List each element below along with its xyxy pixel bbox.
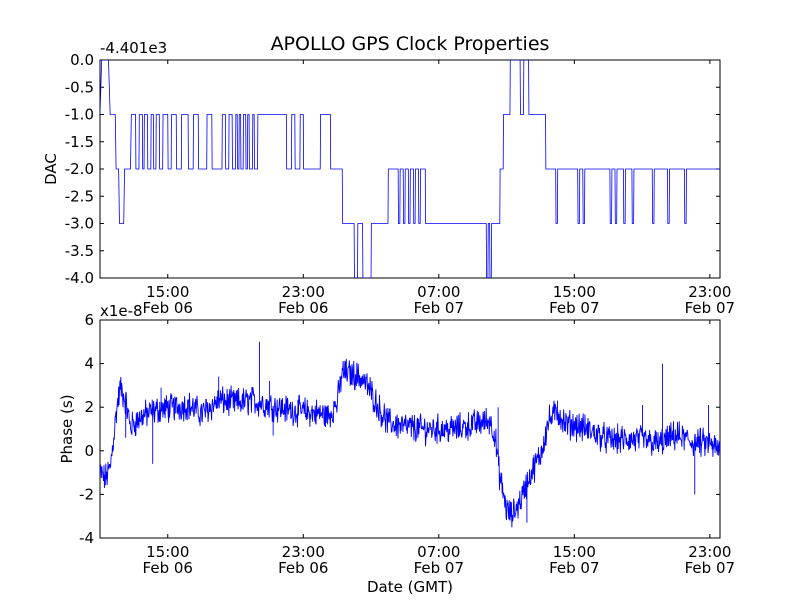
x-tick-date-label: Feb 06 <box>143 299 193 317</box>
y-tick-label: -3.5 <box>65 242 94 260</box>
x-tick-date-label: Feb 06 <box>143 559 193 577</box>
y-tick-label: -2 <box>79 485 94 503</box>
y-tick-label: -1.5 <box>65 133 94 151</box>
x-tick-date-label: Feb 07 <box>414 559 464 577</box>
y-tick-label: -2.5 <box>65 187 94 205</box>
y-tick-label: -4.0 <box>65 269 94 287</box>
x-tick-date-label: Feb 07 <box>549 559 599 577</box>
x-tick-date-label: Feb 07 <box>685 299 735 317</box>
dac-panel: -4.401e3 DAC 0.0 -0.5 -1.0 -1.5 -2.0 -2.5 -3.0… <box>42 39 735 317</box>
y-tick-label: 0.0 <box>70 51 94 69</box>
x-tick-date-label: Feb 07 <box>549 299 599 317</box>
phase-axes-frame <box>99 319 721 539</box>
phase-y-ticks: 6 4 2 0 -2 -4 <box>79 311 720 547</box>
x-tick-time-label: 23:00 <box>688 543 731 561</box>
x-tick-time-label: 07:00 <box>417 283 460 301</box>
dac-offset-label: -4.401e3 <box>100 39 167 57</box>
y-tick-label: -2.0 <box>65 160 94 178</box>
y-tick-label: 4 <box>84 355 94 373</box>
x-tick-time-label: 15:00 <box>553 543 596 561</box>
y-tick-label: -1.0 <box>65 106 94 124</box>
y-tick-label: 2 <box>84 398 94 416</box>
dac-ylabel: DAC <box>42 153 60 185</box>
x-tick-time-label: 15:00 <box>146 543 189 561</box>
y-tick-label: 6 <box>84 311 94 329</box>
y-tick-label: -4 <box>79 529 94 547</box>
x-tick-date-label: Feb 06 <box>278 559 328 577</box>
x-tick-time-label: 23:00 <box>282 283 325 301</box>
x-tick-time-label: 07:00 <box>417 543 460 561</box>
x-tick-time-label: 15:00 <box>553 283 596 301</box>
dac-line <box>100 60 720 278</box>
dac-y-ticks: 0.0 -0.5 -1.0 -1.5 -2.0 -2.5 -3.0 -3.5 -4.0 <box>65 51 720 287</box>
x-tick-time-label: 23:00 <box>688 283 731 301</box>
figure-title: APOLLO GPS Clock Properties <box>271 33 550 55</box>
phase-series <box>100 341 720 528</box>
phase-line <box>100 341 720 528</box>
phase-ylabel: Phase (s) <box>58 394 76 463</box>
x-tick-date-label: Feb 07 <box>414 299 464 317</box>
y-tick-label: -3.0 <box>65 215 94 233</box>
y-tick-label: -0.5 <box>65 78 94 96</box>
phase-offset-label: x1e-8 <box>100 302 143 320</box>
x-tick-time-label: 15:00 <box>146 283 189 301</box>
x-tick-time-label: 23:00 <box>282 543 325 561</box>
x-tick-date-label: Feb 06 <box>278 299 328 317</box>
dac-series <box>100 60 720 278</box>
x-tick-date-label: Feb 07 <box>685 559 735 577</box>
y-tick-label: 0 <box>84 442 94 460</box>
phase-xlabel: Date (GMT) <box>367 578 453 596</box>
